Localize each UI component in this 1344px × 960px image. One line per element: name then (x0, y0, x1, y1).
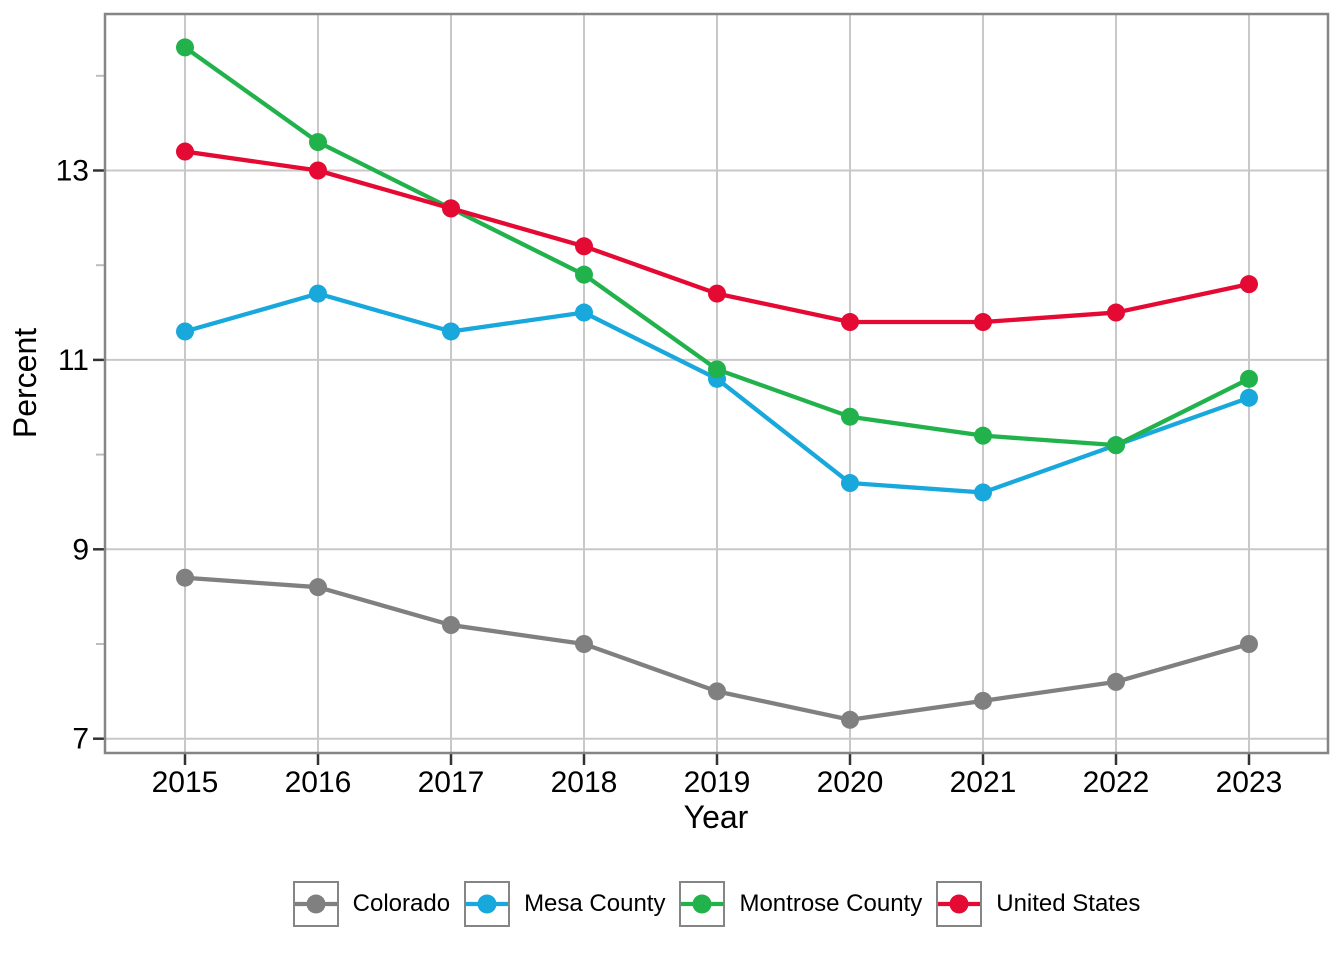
y-tick-label-7: 7 (72, 723, 89, 756)
data-point-united-states-2015 (176, 142, 194, 161)
legend-swatch-mesa-county (466, 894, 509, 914)
legend-swatch-colorado (294, 894, 337, 914)
data-point-montrose-county-2016 (309, 133, 327, 152)
y-tick-label-13: 13 (56, 155, 89, 188)
data-point-colorado-2023 (1240, 635, 1258, 653)
legend: Colorado Mesa County Montrose County United… (105, 881, 1328, 927)
x-tick-label-2018: 2018 (551, 766, 618, 799)
legend-swatch-montrose-county (681, 894, 724, 914)
data-point-mesa-county-2018 (575, 303, 593, 322)
data-point-united-states-2016 (309, 161, 327, 180)
legend-key-mesa-county (464, 881, 511, 927)
legend-dot-united-states (949, 894, 969, 914)
label-layer: 2015 2016 2017 2018 2019 2020 2021 2022 2023 7 9 11… (56, 155, 1283, 800)
legend-swatch-united-states (938, 894, 981, 914)
data-point-montrose-county-2020 (841, 407, 859, 426)
legend-label-colorado: Colorado (352, 890, 451, 917)
legend-key-montrose-county (679, 881, 726, 927)
data-point-colorado-2015 (176, 568, 194, 587)
x-tick-label-2015: 2015 (152, 766, 219, 799)
data-point-mesa-county-2015 (176, 322, 194, 341)
y-tick-label-9: 9 (72, 533, 89, 566)
legend-label-mesa-county: Mesa County (524, 890, 666, 917)
legend-key-united-states (936, 881, 983, 927)
data-point-mesa-county-2016 (309, 284, 327, 303)
x-tick-label-2019: 2019 (684, 766, 751, 799)
legend-label-united-states: United States (996, 890, 1141, 917)
data-point-mesa-county-2023 (1240, 388, 1258, 407)
data-point-united-states-2017 (442, 199, 460, 218)
legend-label-montrose-county: Montrose County (739, 890, 923, 917)
data-point-united-states-2018 (575, 237, 593, 256)
data-point-colorado-2017 (442, 616, 460, 635)
data-point-colorado-2020 (841, 710, 859, 729)
data-point-montrose-county-2018 (575, 265, 593, 284)
x-tick-label-2021: 2021 (950, 766, 1017, 799)
plot-panel-border (103, 12, 1330, 755)
data-point-united-states-2023 (1240, 275, 1258, 294)
data-point-colorado-2018 (575, 635, 593, 653)
x-tick-label-2017: 2017 (418, 766, 485, 799)
legend-item-mesa-county: Mesa County (464, 881, 665, 927)
series-united-states (176, 142, 1258, 332)
x-tick-label-2016: 2016 (285, 766, 352, 799)
legend-item-montrose-county: Montrose County (679, 881, 922, 927)
y-axis-title: Percent (7, 328, 43, 438)
data-point-montrose-county-2015 (176, 38, 194, 57)
data-point-mesa-county-2021 (974, 483, 992, 502)
data-point-montrose-county-2019 (708, 360, 726, 379)
legend-dot-montrose-county (692, 894, 712, 914)
y-tick-label-11: 11 (58, 344, 89, 377)
x-tick-label-2023: 2023 (1216, 766, 1283, 799)
tick-layer (93, 74, 1251, 765)
series-colorado (176, 568, 1258, 729)
data-point-mesa-county-2020 (841, 474, 859, 493)
x-tick-label-2020: 2020 (817, 766, 884, 799)
data-point-united-states-2021 (974, 313, 992, 332)
data-point-colorado-2019 (708, 682, 726, 701)
x-axis-title: Year (684, 799, 749, 835)
series-layer (176, 38, 1258, 729)
legend-key-colorado (292, 881, 339, 927)
data-point-colorado-2021 (974, 691, 992, 710)
data-point-colorado-2016 (309, 578, 327, 597)
legend-dot-colorado (306, 894, 326, 914)
data-point-colorado-2022 (1107, 672, 1125, 691)
data-point-united-states-2020 (841, 313, 859, 332)
data-point-montrose-county-2023 (1240, 369, 1258, 388)
data-point-united-states-2019 (708, 284, 726, 303)
data-point-montrose-county-2022 (1107, 436, 1125, 455)
legend-item-colorado: Colorado (292, 881, 451, 927)
legend-item-united-states: United States (936, 881, 1140, 927)
data-point-mesa-county-2017 (442, 322, 460, 341)
data-point-united-states-2022 (1107, 303, 1125, 322)
data-point-montrose-county-2021 (974, 426, 992, 445)
legend-dot-mesa-county (477, 894, 497, 914)
x-tick-label-2022: 2022 (1083, 766, 1150, 799)
